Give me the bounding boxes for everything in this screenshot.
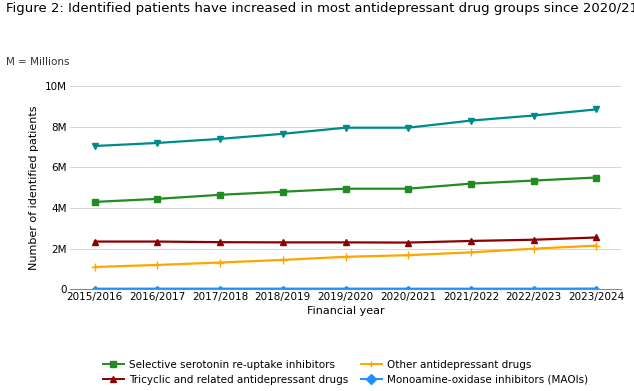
Selective serotonin re-uptake inhibitors [279,189,287,194]
Text: Figure 2: Identified patients have increased in most antidepressant drug groups : Figure 2: Identified patients have incre… [6,2,634,15]
Tricyclic and related antidepressant drugs [279,240,287,245]
X-axis label: Financial year: Financial year [307,306,384,316]
Line: Selective serotonin re-uptake inhibitors: Selective serotonin re-uptake inhibitors [92,175,599,205]
Selective serotonin re-uptake inhibitors [530,178,538,183]
Monoamine-oxidase inhibitors (MAOIs) [592,286,600,291]
Monoamine-oxidase inhibitors (MAOIs) [404,286,412,291]
Other antidepressant drugs [153,263,161,267]
Other antidepressant drugs [592,243,600,248]
Tricyclic and related antidepressant drugs [467,239,475,243]
Monoamine-oxidase inhibitors (MAOIs) [342,286,349,291]
Line: Monoamine-oxidase inhibitors (MAOIs): Monoamine-oxidase inhibitors (MAOIs) [93,287,598,291]
Other antidepressant drugs [216,260,224,265]
Text: M = Millions: M = Millions [6,57,70,67]
Other antidepressant drugs [91,265,99,269]
Tricyclic and related antidepressant drugs [153,239,161,244]
Line: Other antidepressant drugs: Other antidepressant drugs [91,242,600,271]
Y-axis label: Number of identified patients: Number of identified patients [29,106,39,270]
Monoamine-oxidase inhibitors (MAOIs) [279,286,287,291]
Selective serotonin re-uptake inhibitors [153,197,161,201]
Selective serotonin re-uptake inhibitors [91,199,99,204]
Monoamine-oxidase inhibitors (MAOIs) [467,286,475,291]
Tricyclic and related antidepressant drugs [592,235,600,240]
Line: Tricyclic and related antidepressant drugs: Tricyclic and related antidepressant dru… [92,235,599,246]
Tricyclic and related antidepressant drugs [404,240,412,245]
Legend: Selective serotonin re-uptake inhibitors, Tricyclic and related antidepressant d: Selective serotonin re-uptake inhibitors… [103,360,588,385]
Other antidepressant drugs [467,250,475,255]
Tricyclic and related antidepressant drugs [530,237,538,242]
Tricyclic and related antidepressant drugs [216,240,224,244]
Selective serotonin re-uptake inhibitors [342,187,349,191]
Selective serotonin re-uptake inhibitors [592,175,600,180]
Tricyclic and related antidepressant drugs [342,240,349,245]
Monoamine-oxidase inhibitors (MAOIs) [216,286,224,291]
Monoamine-oxidase inhibitors (MAOIs) [153,286,161,291]
Selective serotonin re-uptake inhibitors [216,192,224,197]
Selective serotonin re-uptake inhibitors [467,181,475,186]
Monoamine-oxidase inhibitors (MAOIs) [530,286,538,291]
Other antidepressant drugs [530,246,538,251]
Other antidepressant drugs [279,258,287,262]
Other antidepressant drugs [342,255,349,259]
Tricyclic and related antidepressant drugs [91,239,99,244]
Other antidepressant drugs [404,253,412,258]
Selective serotonin re-uptake inhibitors [404,187,412,191]
Monoamine-oxidase inhibitors (MAOIs) [91,286,99,291]
